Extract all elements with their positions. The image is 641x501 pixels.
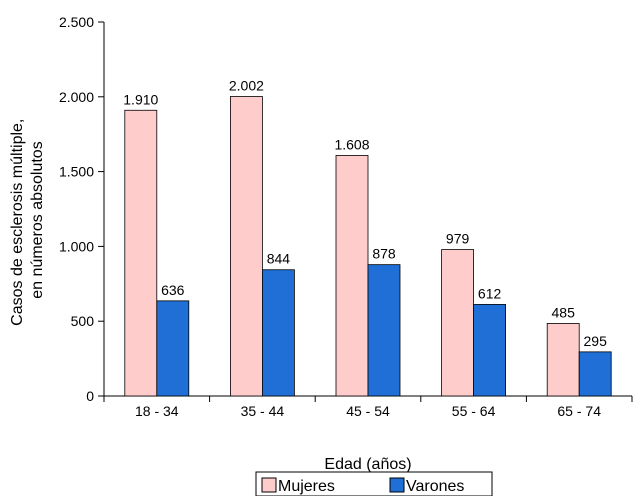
bars [124,96,612,397]
data-label-varones: 636 [161,282,185,298]
data-label-mujeres: 1.910 [123,91,158,107]
axes: 0 500 1.000 1.500 2.000 2.500 18 - 34 35 - 44 45… [59,14,633,419]
y-tick-label: 500 [71,313,95,329]
data-label-varones: 295 [584,333,608,349]
legend-swatch-varones [389,477,405,493]
data-labels: 1.910 636 2.002 844 1.608 878 979 612 485 295 [123,78,607,349]
x-tick-label: 55 - 64 [452,403,496,419]
data-label-mujeres: 1.608 [334,136,369,152]
data-label-mujeres: 2.002 [229,78,264,94]
data-label-mujeres: 979 [446,231,470,247]
legend-label-varones: Varones [406,478,464,495]
bar-varones [261,269,295,397]
legend: Mujeres Varones [255,471,493,497]
bar-varones [578,351,612,397]
bar-mujeres [335,155,369,397]
legend-swatch-mujeres [261,477,277,493]
data-label-varones: 844 [267,251,291,267]
x-tick-label: 65 - 74 [557,403,601,419]
bar-mujeres [124,109,158,397]
y-tick-label: 2.500 [59,14,94,30]
y-axis-title-line-1: Casos de esclerosis múltiple, [9,119,26,326]
data-label-varones: 612 [478,285,502,301]
data-label-varones: 878 [372,246,396,262]
bar-mujeres [546,323,580,397]
bar-varones [473,304,507,397]
y-tick-label: 1.500 [59,164,94,180]
legend-label-mujeres: Mujeres [278,478,335,495]
data-label-mujeres: 485 [552,304,576,320]
x-tick-label: 35 - 44 [241,403,285,419]
y-tick-label: 0 [86,388,94,404]
x-axis-title: Edad (años) [324,456,411,473]
legend-border [255,471,493,497]
x-tick-label: 45 - 54 [346,403,390,419]
bar-mujeres [441,249,475,397]
y-axis-title-line-2: en números absolutos [29,141,46,298]
y-tick-label: 2.000 [59,89,94,105]
bar-varones [156,300,190,397]
y-tick-label: 1.000 [59,238,94,254]
bar-mujeres [229,96,263,397]
x-tick-label: 18 - 34 [135,403,179,419]
y-axis-title: Casos de esclerosis múltiple, en números… [9,114,46,326]
bar-varones [367,264,401,397]
